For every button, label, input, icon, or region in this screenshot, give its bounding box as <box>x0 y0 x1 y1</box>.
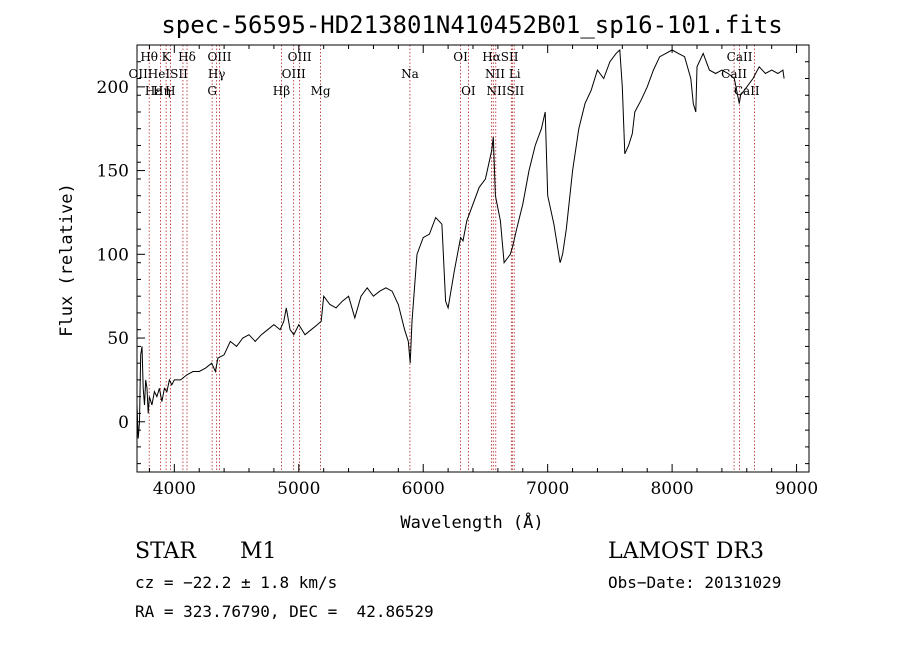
x-tick-label-5000: 5000 <box>277 479 320 499</box>
line-label-r2-2: H <box>165 84 175 98</box>
line-label-r1-0: OIIHeISII <box>128 67 188 81</box>
line-label-r0-2: Hδ <box>178 50 196 64</box>
line-label-r2-0: Hε <box>145 84 162 98</box>
x-tick-label-8000: 8000 <box>650 479 693 499</box>
emission-line-markers <box>148 45 755 472</box>
y-tick-label-50: 50 <box>107 329 129 349</box>
y-tick-label-0: 0 <box>118 413 129 433</box>
chart-title: spec-56595-HD213801N410452B01_sp16-101.f… <box>161 11 782 39</box>
line-label-r0-6: HαSII <box>482 50 519 64</box>
object-type: STAR <box>135 539 196 564</box>
line-label-r0-4: OIII <box>288 50 312 64</box>
line-label-r0-7: CaII <box>727 50 753 64</box>
line-label-r1-1: Hγ <box>208 67 226 81</box>
x-tick-label-4000: 4000 <box>153 479 196 499</box>
line-label-r0-0: Hθ <box>140 50 158 64</box>
y-tick-label-150: 150 <box>97 162 129 182</box>
redshift-cz: cz = −22.2 ± 1.8 km/s <box>135 573 338 592</box>
line-label-r0-3: OIII <box>207 50 231 64</box>
line-label-r2-3: G <box>207 84 217 98</box>
line-label-r1-5: CaII <box>721 67 747 81</box>
obs-date: Obs−Date: 20131029 <box>608 573 782 592</box>
spectrum-line <box>136 48 785 439</box>
line-label-r2-4: Hβ <box>273 84 290 98</box>
line-label-r1-4: NII Li <box>485 67 521 81</box>
x-tick-label-6000: 6000 <box>402 479 445 499</box>
line-label-r2-1: Hη <box>153 84 171 98</box>
line-label-r1-2: OIII <box>282 67 306 81</box>
x-tick-label-9000: 9000 <box>775 479 818 499</box>
emission-line-labels: Hθ K Hδ OIII OIII OI HαSII CaII OIIHeISII Hγ OIII N… <box>128 50 759 98</box>
line-label-r2-8: CaII <box>734 84 760 98</box>
axis-ticks: 4000 5000 6000 7000 8000 9000 0 50 100 150 200 <box>97 44 818 499</box>
plot-frame <box>136 44 810 473</box>
y-tick-label-100: 100 <box>97 245 129 265</box>
line-label-r2-5: Mg <box>311 84 331 98</box>
subclass: M1 <box>240 539 277 564</box>
y-axis-label: Flux (relative) <box>57 183 77 337</box>
line-label-r2-6: OI <box>461 84 476 98</box>
coordinates: RA = 323.76790, DEC = 42.86529 <box>135 602 434 621</box>
line-label-r1-3: Na <box>401 67 419 81</box>
x-tick-label-7000: 7000 <box>526 479 569 499</box>
survey-name: LAMOST DR3 <box>608 539 764 564</box>
x-axis-label: Wavelength (Å) <box>400 511 543 533</box>
line-label-r2-7: NIISII <box>487 84 525 98</box>
y-tick-label-200: 200 <box>97 78 129 98</box>
line-label-r0-5: OI <box>453 50 468 64</box>
line-label-r0-1: K <box>162 50 172 64</box>
